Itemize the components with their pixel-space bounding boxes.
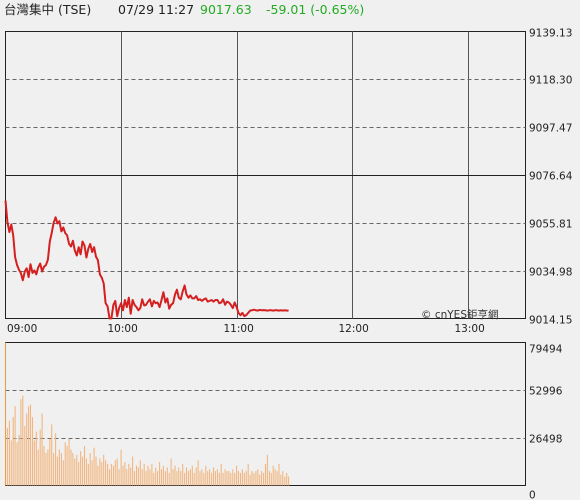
x-tick-label: 09:00 — [7, 323, 37, 335]
x-tick-label: 11:00 — [224, 323, 254, 335]
price-tick-label: 9014.15 — [529, 315, 572, 327]
volume-tick-label: 0 — [529, 490, 536, 500]
price-tick-label: 9097.47 — [529, 123, 572, 135]
price-tick-label: 9076.64 — [529, 171, 573, 183]
price-change: -59.01 (-0.65%) — [266, 2, 365, 17]
timestamp: 07/29 11:27 — [118, 2, 195, 17]
x-tick-label: 13:00 — [455, 323, 485, 335]
x-tick-label: 12:00 — [339, 323, 369, 335]
watermark-text: © cnYES鉅亨網 — [421, 308, 498, 321]
chart-header: 台灣集中 (TSE) 07/29 11:27 9017.63 -59.01 (-… — [0, 0, 580, 22]
price-tick-label: 9034.98 — [529, 267, 572, 279]
index-name: 台灣集中 (TSE) — [4, 2, 92, 17]
price-line — [4, 200, 289, 320]
x-tick-label: 10:00 — [108, 323, 138, 335]
price-tick-label: 9118.30 — [529, 75, 572, 87]
volume-tick-label: 52996 — [529, 386, 563, 398]
volume-tick-label: 79494 — [529, 344, 563, 356]
price-tick-label: 9139.13 — [529, 28, 572, 40]
current-price: 9017.63 — [200, 2, 252, 17]
price-tick-label: 9055.81 — [529, 219, 572, 231]
volume-tick-label: 26498 — [529, 434, 562, 446]
